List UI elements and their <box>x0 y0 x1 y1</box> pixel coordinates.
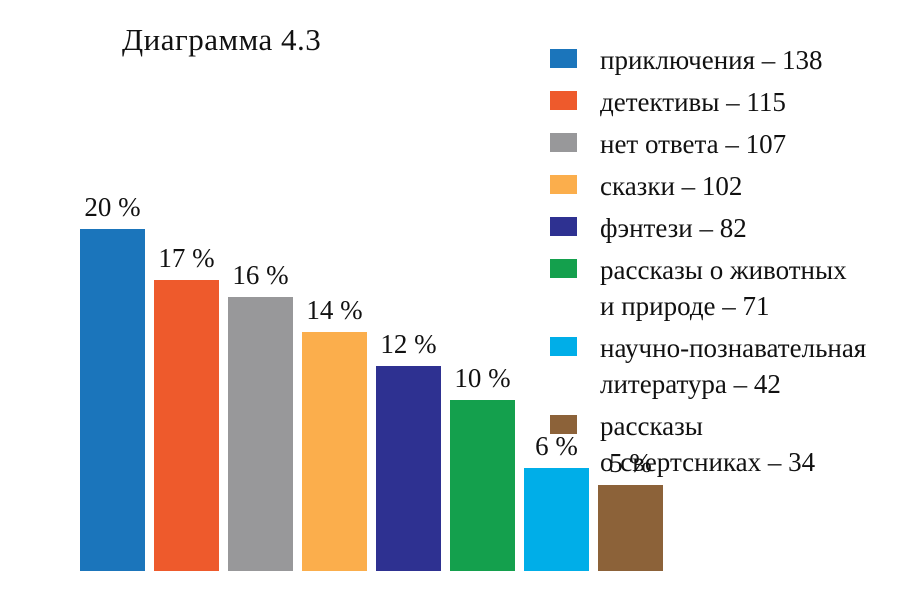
bar-percent-label: 20 % <box>84 192 141 222</box>
legend-item-рассказы о животных и природе: рассказы о животных и природе – 71 <box>550 252 895 324</box>
bar-нет ответа <box>228 297 293 571</box>
bar-рассказы о животных и природе <box>450 400 515 571</box>
legend-color-swatch <box>550 175 577 194</box>
bar-научно-познавательная литература <box>524 468 589 571</box>
legend-color-swatch <box>550 217 577 236</box>
legend-color-swatch <box>550 91 577 110</box>
bar-percent-label: 10 % <box>454 363 511 393</box>
bar-percent-label: 12 % <box>380 329 437 359</box>
bar-фэнтези <box>376 366 441 571</box>
bar-percent-label: 14 % <box>306 295 363 325</box>
legend-item-сказки: сказки – 102 <box>550 168 895 204</box>
legend-item-нет ответа: нет ответа – 107 <box>550 126 895 162</box>
legend-color-swatch <box>550 49 577 68</box>
legend-item-приключения: приключения – 138 <box>550 42 895 78</box>
bar-percent-label: 5 % <box>609 448 652 478</box>
legend-color-swatch <box>550 415 577 434</box>
bar-сказки <box>302 332 367 571</box>
legend-item-фэнтези: фэнтези – 82 <box>550 210 895 246</box>
chart-title: Диаграмма 4.3 <box>122 22 322 57</box>
chart-legend: приключения – 138 детективы – 115 нет отве… <box>550 42 895 486</box>
legend-item-рассказы о свертсниках: рассказы о свертсниках – 34 <box>550 408 895 480</box>
bar-рассказы о свертсниках <box>598 485 663 571</box>
legend-color-swatch <box>550 259 577 278</box>
legend-label: нет ответа – 107 <box>600 129 787 159</box>
legend-item-детективы: детективы – 115 <box>550 84 895 120</box>
legend-label: фэнтези – 82 <box>600 213 747 243</box>
legend-label: приключения – 138 <box>600 45 823 75</box>
legend-item-научно-познавательная литература: научно-познавательная литература – 42 <box>550 330 895 402</box>
legend-color-swatch <box>550 337 577 356</box>
bar-percent-label: 6 % <box>535 431 578 461</box>
legend-label: рассказы о свертсниках – 34 <box>600 411 816 477</box>
bar-детективы <box>154 280 219 571</box>
legend-label: детективы – 115 <box>600 87 786 117</box>
legend-label: научно-познавательная литература – 42 <box>600 333 867 399</box>
bar-percent-label: 17 % <box>158 243 215 273</box>
legend-color-swatch <box>550 133 577 152</box>
legend-label: сказки – 102 <box>600 171 743 201</box>
bar-percent-label: 16 % <box>232 260 289 290</box>
bar-приключения <box>80 229 145 571</box>
bar-plot-area: 20 % 17 % 16 % 14 % 12 % 10 % 6 % 5 % <box>80 192 663 571</box>
legend-label: рассказы о животных и природе – 71 <box>600 255 847 321</box>
